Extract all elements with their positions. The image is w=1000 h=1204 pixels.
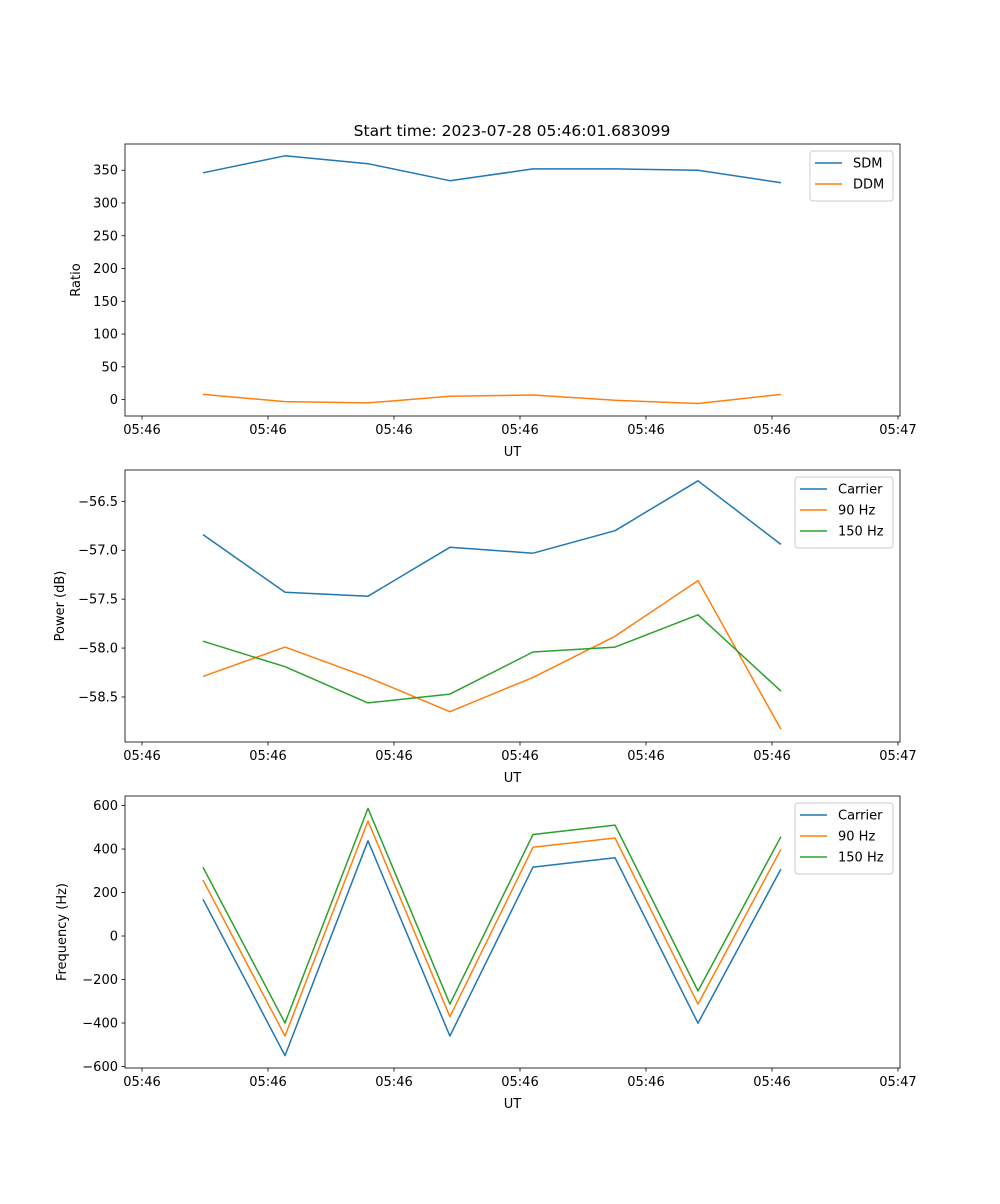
y-tick-label: −600 <box>82 1060 118 1075</box>
x-axis-label: UT <box>504 771 522 786</box>
x-tick-label: 05:46 <box>249 423 286 438</box>
x-tick-label: 05:46 <box>123 1075 160 1090</box>
series-line-150-hz <box>202 614 782 704</box>
x-tick-label: 05:46 <box>501 1075 538 1090</box>
legend-label: 150 Hz <box>838 525 884 540</box>
y-tick-label: −57.0 <box>78 544 118 559</box>
x-tick-label: 05:46 <box>123 423 160 438</box>
y-tick-label: −58.0 <box>78 642 118 657</box>
x-tick-label: 05:46 <box>753 749 790 764</box>
y-tick-label: 400 <box>93 843 118 858</box>
series-line-carrier <box>202 480 782 597</box>
series-line-carrier <box>202 840 782 1057</box>
axes-frame <box>124 143 901 417</box>
x-tick-label: 05:46 <box>249 749 286 764</box>
y-axis-label: Power (dB) <box>53 571 68 642</box>
x-axis-label: UT <box>504 445 522 460</box>
x-tick-label: 05:47 <box>879 1075 916 1090</box>
series-line-90-hz <box>202 820 782 1037</box>
y-tick-label: 250 <box>93 229 118 244</box>
x-axis-label: UT <box>504 1097 522 1112</box>
y-tick-label: 0 <box>110 393 118 408</box>
x-tick-label: 05:46 <box>375 1075 412 1090</box>
y-tick-label: 300 <box>93 196 118 211</box>
axes-frame <box>124 469 901 743</box>
series-line-sdm <box>202 155 782 184</box>
x-tick-label: 05:46 <box>375 423 412 438</box>
legend-label: SDM <box>853 157 882 172</box>
legend-label: Carrier <box>838 483 883 498</box>
y-tick-label: −200 <box>82 973 118 988</box>
x-tick-label: 05:46 <box>123 749 160 764</box>
x-tick-label: 05:47 <box>879 423 916 438</box>
x-tick-label: 05:46 <box>627 1075 664 1090</box>
axes-frame <box>124 795 901 1069</box>
subplot-1: 05:46 05:46 05:46 05:46 05:46 05:46 05:47 0 50 10… <box>69 143 917 460</box>
y-tick-label: 200 <box>93 886 118 901</box>
legend-label: 90 Hz <box>838 830 875 845</box>
x-tick-label: 05:46 <box>375 749 412 764</box>
y-tick-label: −400 <box>82 1016 118 1031</box>
y-tick-label: 0 <box>110 930 118 945</box>
y-tick-label: 150 <box>93 295 118 310</box>
y-tick-label: 350 <box>93 164 118 179</box>
y-tick-label: 200 <box>93 262 118 277</box>
y-axis-label: Ratio <box>69 263 84 296</box>
x-tick-label: 05:46 <box>753 423 790 438</box>
y-tick-label: 600 <box>93 799 118 814</box>
series-line-90-hz <box>202 579 782 730</box>
x-tick-label: 05:46 <box>627 749 664 764</box>
legend-label: 90 Hz <box>838 504 875 519</box>
series-line-ddm <box>202 393 781 405</box>
legend: Carrier 90 Hz 150 Hz <box>794 802 894 875</box>
subplot-3: 05:46 05:46 05:46 05:46 05:46 05:46 05:47 −600 −… <box>55 795 917 1112</box>
legend: SDM DDM <box>809 150 894 202</box>
subplot-2: 05:46 05:46 05:46 05:46 05:46 05:46 05:47 −58.5… <box>53 469 917 786</box>
y-tick-label: −58.5 <box>78 690 118 705</box>
y-tick-label: 100 <box>93 328 118 343</box>
figure-title: Start time: 2023-07-28 05:46:01.683099 <box>354 122 671 140</box>
y-tick-label: 50 <box>101 360 118 375</box>
legend-label: 150 Hz <box>838 851 884 866</box>
x-tick-label: 05:46 <box>249 1075 286 1090</box>
series-line-150-hz <box>202 807 782 1024</box>
x-tick-label: 05:46 <box>627 423 664 438</box>
y-axis-label: Frequency (Hz) <box>55 883 70 981</box>
legend: Carrier 90 Hz 150 Hz <box>794 476 894 549</box>
y-tick-label: −56.5 <box>78 495 118 510</box>
y-tick-label: −57.5 <box>78 593 118 608</box>
x-tick-label: 05:47 <box>879 749 916 764</box>
x-tick-label: 05:46 <box>501 749 538 764</box>
legend-label: Carrier <box>838 809 883 824</box>
legend-label: DDM <box>853 178 884 193</box>
x-tick-label: 05:46 <box>753 1075 790 1090</box>
x-tick-label: 05:46 <box>501 423 538 438</box>
